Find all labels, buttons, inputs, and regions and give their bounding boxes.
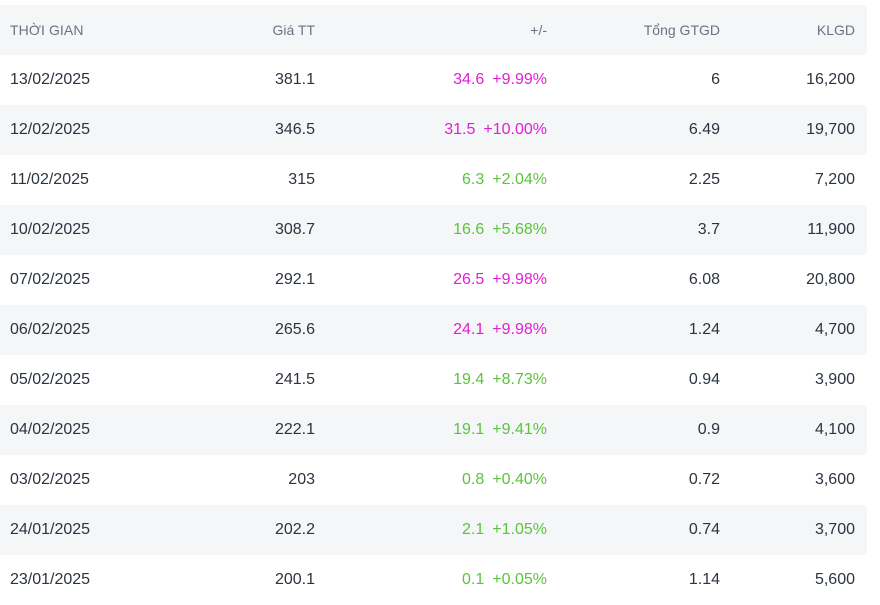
cell-price: 308.7 [274,221,315,238]
change-percent: +0.05% [492,571,547,588]
cell-change: 6.3 +2.04% [317,155,547,205]
change-percent: +9.41% [492,421,547,438]
price-history-table: THỜI GIAN Giá TT +/- Tổng GTGD KLGD 13/0… [0,5,867,605]
cell-total-value: 1.14 [688,571,720,588]
cell-volume: 3,900 [814,371,855,388]
cell-volume: 3,700 [814,521,855,538]
change-absolute: 2.1 [462,521,485,538]
table-row[interactable]: 23/01/2025 200.1 0.1 +0.05% 1.14 5,600 [0,555,867,605]
cell-volume: 20,800 [806,271,855,288]
cell-date: 24/01/2025 [10,521,91,538]
cell-total-value: 0.72 [688,471,720,488]
cell-total-value: 6.49 [688,121,720,138]
table-row[interactable]: 05/02/2025 241.5 19.4 +8.73% 0.94 3,900 [0,355,867,405]
cell-price: 346.5 [274,121,315,138]
cell-change: 0.8 +0.40% [317,455,547,505]
cell-volume: 4,100 [814,421,855,438]
change-percent: +5.68% [492,221,547,238]
change-absolute: 31.5 [444,121,476,138]
cell-total-value: 1.24 [688,321,720,338]
cell-total-value: 0.74 [688,521,720,538]
cell-change: 0.1 +0.05% [317,555,547,605]
cell-price: 222.1 [274,421,315,438]
header-change[interactable]: +/- [530,22,547,38]
cell-price: 202.2 [274,521,315,538]
table-row[interactable]: 12/02/2025 346.5 31.5 +10.00% 6.49 19,700 [0,105,867,155]
header-volume[interactable]: KLGD [816,22,855,38]
table-body: 13/02/2025 381.1 34.6 +9.99% 6 16,200 12/02/20… [0,55,867,605]
cell-date: 04/02/2025 [10,421,91,438]
header-total-value[interactable]: Tổng GTGD [643,22,720,38]
table-row[interactable]: 24/01/2025 202.2 2.1 +1.05% 0.74 3,700 [0,505,867,555]
cell-date: 12/02/2025 [10,121,91,138]
cell-volume: 3,600 [814,471,855,488]
change-absolute: 0.1 [462,571,485,588]
change-absolute: 16.6 [453,221,485,238]
table-row[interactable]: 07/02/2025 292.1 26.5 +9.98% 6.08 20,800 [0,255,867,305]
change-absolute: 24.1 [453,321,485,338]
cell-change: 19.1 +9.41% [317,405,547,455]
cell-total-value: 6 [711,71,720,88]
cell-change: 24.1 +9.98% [317,305,547,355]
change-percent: +9.98% [492,271,547,288]
change-percent: +0.40% [492,471,547,488]
cell-change: 16.6 +5.68% [317,205,547,255]
cell-price: 200.1 [274,571,315,588]
cell-date: 07/02/2025 [10,271,91,288]
cell-volume: 16,200 [806,71,855,88]
cell-total-value: 0.94 [688,371,720,388]
cell-date: 03/02/2025 [10,471,91,488]
cell-change: 19.4 +8.73% [317,355,547,405]
change-percent: +1.05% [492,521,547,538]
cell-change: 26.5 +9.98% [317,255,547,305]
table-row[interactable]: 04/02/2025 222.1 19.1 +9.41% 0.9 4,100 [0,405,867,455]
change-percent: +8.73% [492,371,547,388]
change-absolute: 26.5 [453,271,485,288]
cell-volume: 4,700 [814,321,855,338]
cell-change: 2.1 +1.05% [317,505,547,555]
cell-total-value: 0.9 [697,421,720,438]
cell-price: 265.6 [274,321,315,338]
table-row[interactable]: 03/02/2025 203 0.8 +0.40% 0.72 3,600 [0,455,867,505]
header-price[interactable]: Giá TT [272,22,315,38]
cell-volume: 19,700 [806,121,855,138]
cell-date: 11/02/2025 [10,171,89,188]
cell-price: 381.1 [274,71,315,88]
cell-volume: 5,600 [814,571,855,588]
cell-date: 23/01/2025 [10,571,91,588]
table-row[interactable]: 13/02/2025 381.1 34.6 +9.99% 6 16,200 [0,55,867,105]
cell-date: 13/02/2025 [10,71,91,88]
cell-volume: 11,900 [807,221,855,238]
cell-price: 203 [288,471,315,488]
change-percent: +10.00% [483,121,547,138]
change-absolute: 6.3 [462,171,485,188]
change-absolute: 19.4 [453,371,485,388]
table-header-row: THỜI GIAN Giá TT +/- Tổng GTGD KLGD [0,5,867,55]
change-absolute: 19.1 [453,421,485,438]
change-absolute: 34.6 [453,71,485,88]
cell-total-value: 3.7 [697,221,720,238]
table-row[interactable]: 06/02/2025 265.6 24.1 +9.98% 1.24 4,700 [0,305,867,355]
cell-total-value: 6.08 [688,271,720,288]
table-row[interactable]: 11/02/2025 315 6.3 +2.04% 2.25 7,200 [0,155,867,205]
cell-date: 10/02/2025 [10,221,91,238]
header-date[interactable]: THỜI GIAN [10,22,84,38]
cell-date: 06/02/2025 [10,321,91,338]
change-percent: +9.99% [492,71,547,88]
cell-price: 292.1 [274,271,315,288]
change-percent: +9.98% [492,321,547,338]
change-percent: +2.04% [492,171,547,188]
cell-date: 05/02/2025 [10,371,91,388]
cell-volume: 7,200 [814,171,855,188]
table-row[interactable]: 10/02/2025 308.7 16.6 +5.68% 3.7 11,900 [0,205,867,255]
cell-total-value: 2.25 [688,171,720,188]
cell-change: 31.5 +10.00% [317,105,547,155]
cell-price: 315 [288,171,315,188]
cell-change: 34.6 +9.99% [317,55,547,105]
cell-price: 241.5 [274,371,315,388]
change-absolute: 0.8 [462,471,485,488]
